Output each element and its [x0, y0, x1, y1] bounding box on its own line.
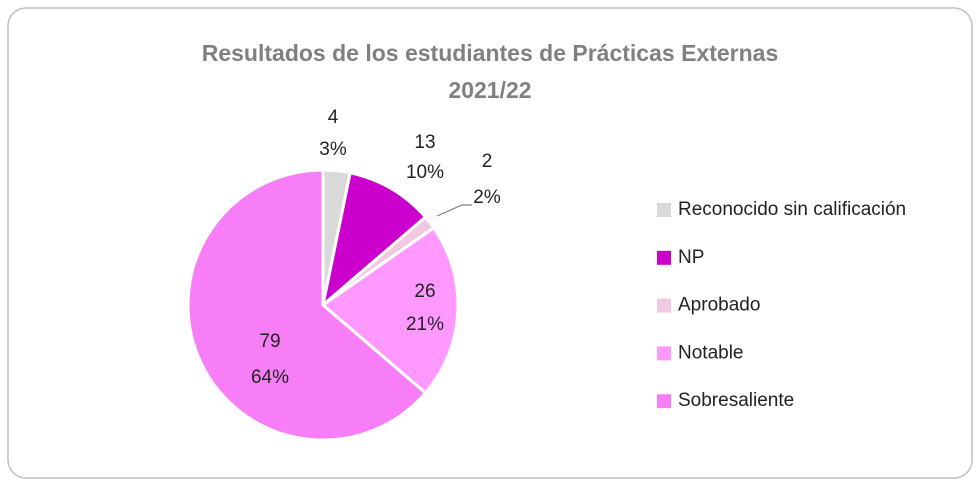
legend-label: Aprobado — [678, 295, 760, 316]
legend-swatch — [657, 203, 671, 217]
legend-label: NP — [678, 247, 704, 268]
data-label: 2% — [473, 187, 501, 208]
legend-swatch — [657, 250, 671, 265]
data-label: 26 — [414, 281, 435, 302]
data-label: 4 — [328, 107, 339, 128]
chart-title: 2021/22 — [448, 77, 531, 103]
pie-slice — [186, 168, 428, 442]
data-label: 3% — [319, 139, 347, 160]
data-label: 10% — [406, 162, 444, 183]
legend-swatch — [657, 298, 671, 313]
legend-label: Reconocido sin calificación — [678, 199, 906, 220]
data-label: 13 — [414, 132, 435, 153]
data-label: 21% — [406, 314, 444, 335]
pie-slice — [320, 225, 460, 396]
data-label: 2 — [482, 151, 493, 172]
legend-label: Notable — [678, 342, 744, 363]
data-label: 79 — [259, 331, 280, 352]
pie-slice — [320, 170, 428, 309]
leader-line — [436, 204, 472, 217]
legend-label: Sobresaliente — [678, 390, 794, 411]
legend-swatch — [657, 394, 671, 409]
data-label: 64% — [251, 367, 289, 388]
legend-swatch — [657, 346, 671, 361]
chart-title: Resultados de los estudiantes de Práctic… — [202, 40, 779, 66]
